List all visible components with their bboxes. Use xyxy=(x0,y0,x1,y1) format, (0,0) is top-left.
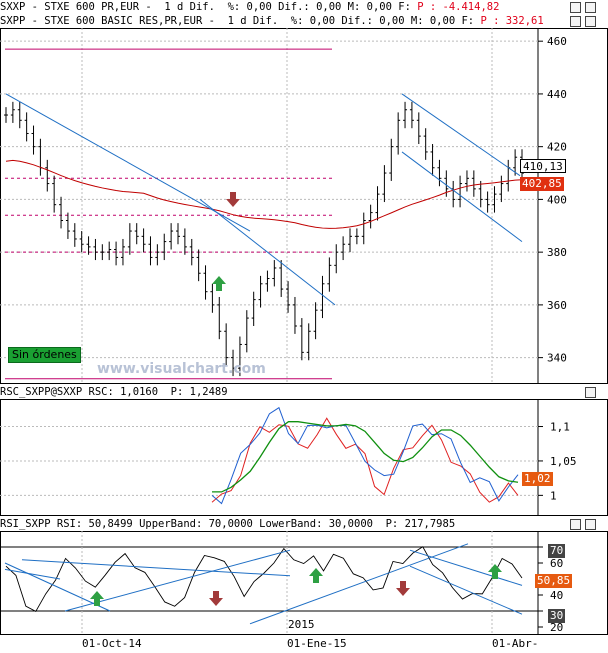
buy-arrow-icon xyxy=(90,591,104,606)
rsi-chart[interactable]: 60 40 20 2015 xyxy=(0,531,608,635)
channel-lower-line xyxy=(401,151,523,243)
price-chart[interactable]: 460 440 420 400 380 360 340 xyxy=(0,28,608,384)
header-line-2-text: SXPP - STXE 600 BASIC RES,PR,EUR - 1 d D… xyxy=(0,15,475,27)
y-tick-label: 400 xyxy=(547,193,567,206)
rsi-upper-tag: 70 xyxy=(548,544,566,558)
maximize-icon[interactable] xyxy=(585,519,596,530)
rsc-blue-line xyxy=(211,406,519,505)
rsc-tick-label: 1 xyxy=(550,489,557,502)
rsc-tick-label: 1,1 xyxy=(550,421,570,434)
minimize-icon[interactable] xyxy=(570,16,581,27)
trendline xyxy=(5,93,251,232)
rsi-tick-label: 40 xyxy=(550,589,563,602)
rsi-lower-tag: 30 xyxy=(548,609,566,623)
header-line-1-value: P : -4.414,82 xyxy=(417,1,500,13)
year-label: 2015 xyxy=(288,618,315,631)
moving-average-line xyxy=(5,159,523,229)
rsi-line xyxy=(5,546,523,613)
maximize-icon[interactable] xyxy=(585,16,596,27)
x-label-abr: 01-Abr- xyxy=(492,637,539,650)
rsc-red-line xyxy=(211,417,519,503)
trendline xyxy=(199,199,336,306)
rsi-trendline xyxy=(4,562,111,612)
rsi-title: RSI_SXPP RSI: 50,8499 UpperBand: 70,0000… xyxy=(0,518,456,530)
header-line-1: SXXP - STXE 600 PR,EUR - 1 d Dif. %: 0,0… xyxy=(0,1,499,14)
minimize-icon[interactable] xyxy=(570,519,581,530)
rsc-tag: 1,02 xyxy=(522,472,553,486)
rsi-tick-label: 60 xyxy=(550,557,563,570)
x-label-ene: 01-Ene-15 xyxy=(287,637,347,650)
sell-arrow-icon xyxy=(396,581,410,596)
watermark: www.visualchart.com xyxy=(97,361,266,377)
status-badge: Sin órdenes xyxy=(8,347,81,363)
rsi-trendline xyxy=(21,559,291,577)
y-tick-label: 440 xyxy=(547,88,567,101)
ma-tag: 402,85 xyxy=(520,177,564,191)
y-tick-label: 360 xyxy=(547,299,567,312)
sell-arrow-icon xyxy=(209,591,223,606)
y-tick-label: 420 xyxy=(547,141,567,154)
rsi-trendline xyxy=(64,549,291,612)
y-tick-label: 380 xyxy=(547,246,567,259)
rsi-trendline xyxy=(409,549,523,586)
header-line-1-text: SXXP - STXE 600 PR,EUR - 1 d Dif. %: 0,0… xyxy=(0,1,411,13)
header-line-2: SXPP - STXE 600 BASIC RES,PR,EUR - 1 d D… xyxy=(0,15,544,28)
y-tick-label: 340 xyxy=(547,352,567,365)
channel-upper-line xyxy=(401,93,521,177)
rsi-value-tag: 50,85 xyxy=(535,574,573,588)
y-tick-label: 460 xyxy=(547,35,567,48)
rsi-tick-label: 20 xyxy=(550,621,563,634)
rsc-chart[interactable]: 1,1 1,05 1 xyxy=(0,399,608,516)
rsc-average-line xyxy=(212,421,519,493)
rsi-trendline xyxy=(409,565,523,615)
maximize-icon[interactable] xyxy=(585,387,596,398)
rsi-trendline xyxy=(4,568,61,580)
price-tag: 410,13 xyxy=(520,159,566,173)
rsc-tick-label: 1,05 xyxy=(550,455,577,468)
maximize-icon[interactable] xyxy=(585,2,596,13)
x-label-oct: 01-Oct-14 xyxy=(82,637,142,650)
rsc-title: RSC_SXPP@SXXP RSC: 1,0160 P: 1,2489 xyxy=(0,386,228,398)
buy-arrow-icon xyxy=(212,276,226,291)
minimize-icon[interactable] xyxy=(570,2,581,13)
header-line-2-value: P : 332,61 xyxy=(480,15,544,27)
buy-arrow-icon xyxy=(488,564,502,579)
sell-arrow-icon xyxy=(226,192,240,207)
buy-arrow-icon xyxy=(309,568,323,583)
